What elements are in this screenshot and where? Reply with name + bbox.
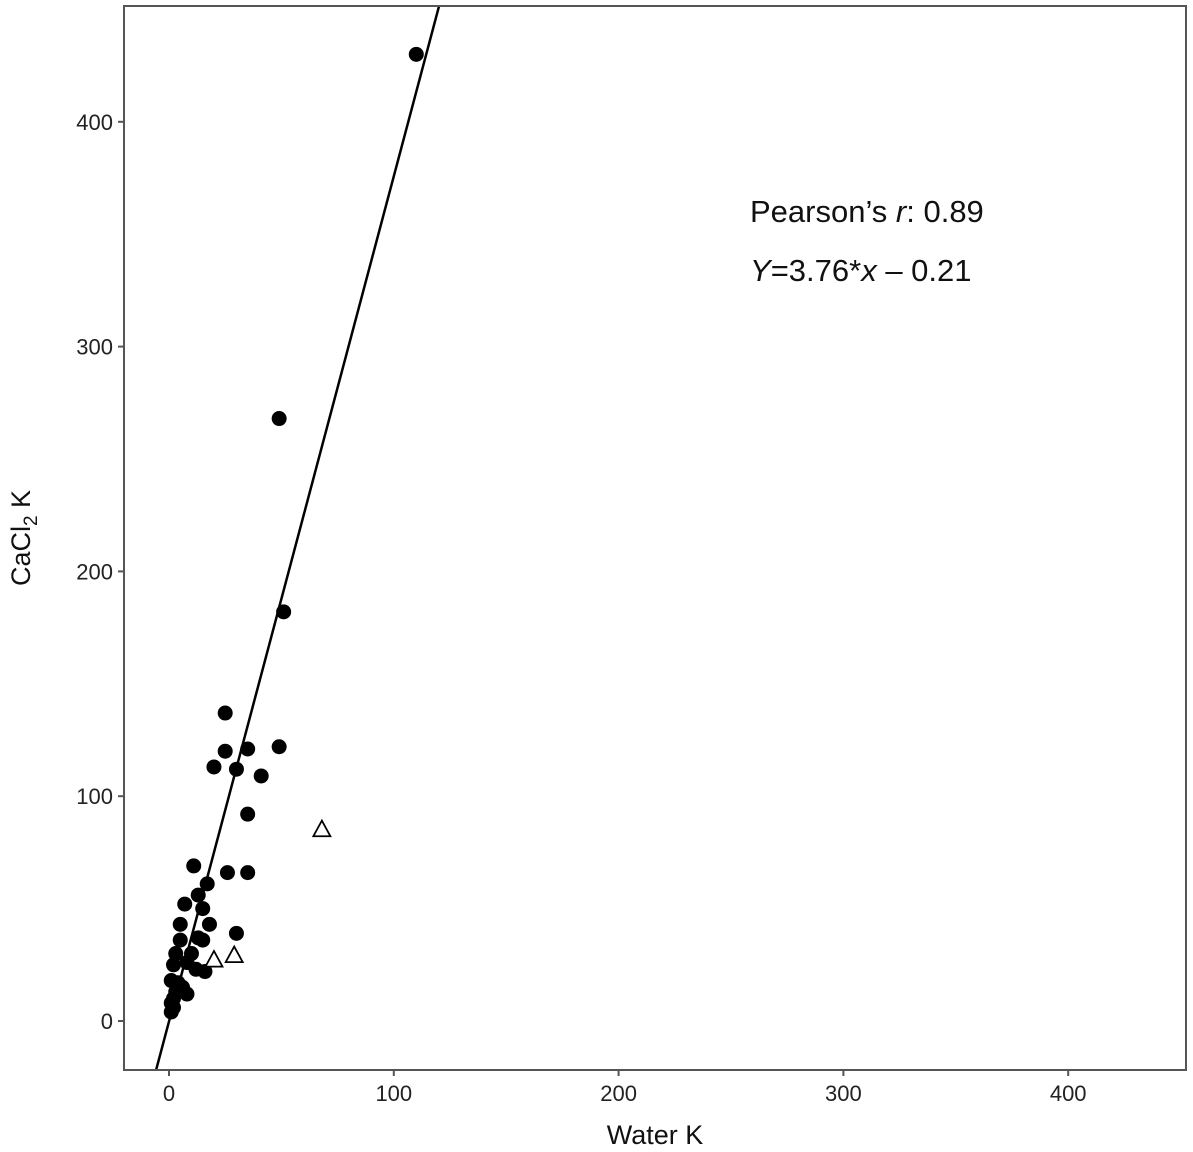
data-point-circle bbox=[408, 46, 424, 62]
data-point-circle bbox=[228, 761, 244, 777]
data-point-circle bbox=[190, 887, 206, 903]
y-axis-title: CaCl2 K bbox=[6, 490, 42, 586]
data-point-circle bbox=[217, 705, 233, 721]
y-tick-label: 300 bbox=[76, 335, 113, 360]
x-tick-label: 100 bbox=[375, 1081, 412, 1106]
data-point-circle bbox=[201, 916, 217, 932]
y-tick-label: 100 bbox=[76, 784, 113, 809]
plot-panel bbox=[123, 5, 1187, 1071]
x-tick-label: 200 bbox=[600, 1081, 637, 1106]
data-point-circle bbox=[172, 916, 188, 932]
x-tick-label: 400 bbox=[1050, 1081, 1087, 1106]
data-point-circle bbox=[217, 743, 233, 759]
x-tick-label: 300 bbox=[825, 1081, 862, 1106]
data-point-circle bbox=[240, 806, 256, 822]
x-tick-label: 0 bbox=[163, 1081, 175, 1106]
regression-line bbox=[155, 7, 441, 1069]
data-point-circle bbox=[163, 1004, 179, 1020]
data-point-circle bbox=[199, 876, 215, 892]
y-axis: 0 100 200 300 400 bbox=[76, 110, 124, 1034]
data-point-circle bbox=[271, 411, 287, 427]
data-point-triangle bbox=[311, 818, 332, 838]
data-point-circle bbox=[165, 957, 181, 973]
data-point-circle bbox=[179, 986, 195, 1002]
data-point-circle bbox=[253, 768, 269, 784]
fit-line-layer bbox=[155, 7, 441, 1069]
data-point-circle bbox=[168, 946, 184, 962]
data-points-layer bbox=[163, 46, 424, 1020]
data-point-circle bbox=[186, 858, 202, 874]
x-axis: 0 100 200 300 400 bbox=[163, 1070, 1087, 1106]
data-point-circle bbox=[219, 865, 235, 881]
data-point-circle bbox=[276, 604, 292, 620]
data-point-triangle bbox=[203, 949, 224, 968]
data-point-circle bbox=[195, 932, 211, 948]
data-point-circle bbox=[172, 932, 188, 948]
pearson-annotation: Pearson’s r: 0.89 bbox=[750, 194, 984, 229]
y-tick-label: 200 bbox=[76, 559, 113, 584]
data-point-circle bbox=[240, 865, 256, 881]
data-point-circle bbox=[177, 896, 193, 912]
data-point-circle bbox=[228, 925, 244, 941]
y-tick-label: 0 bbox=[101, 1009, 113, 1034]
data-point-triangle bbox=[224, 944, 245, 964]
x-axis-title: Water K bbox=[607, 1120, 704, 1150]
data-point-circle bbox=[240, 741, 256, 757]
data-point-circle bbox=[271, 739, 287, 755]
data-point-circle bbox=[195, 901, 211, 917]
data-point-circle bbox=[197, 964, 213, 980]
data-point-circle bbox=[206, 759, 222, 775]
regression-equation: Y=3.76*x – 0.21 bbox=[750, 253, 972, 288]
y-tick-label: 400 bbox=[76, 110, 113, 135]
